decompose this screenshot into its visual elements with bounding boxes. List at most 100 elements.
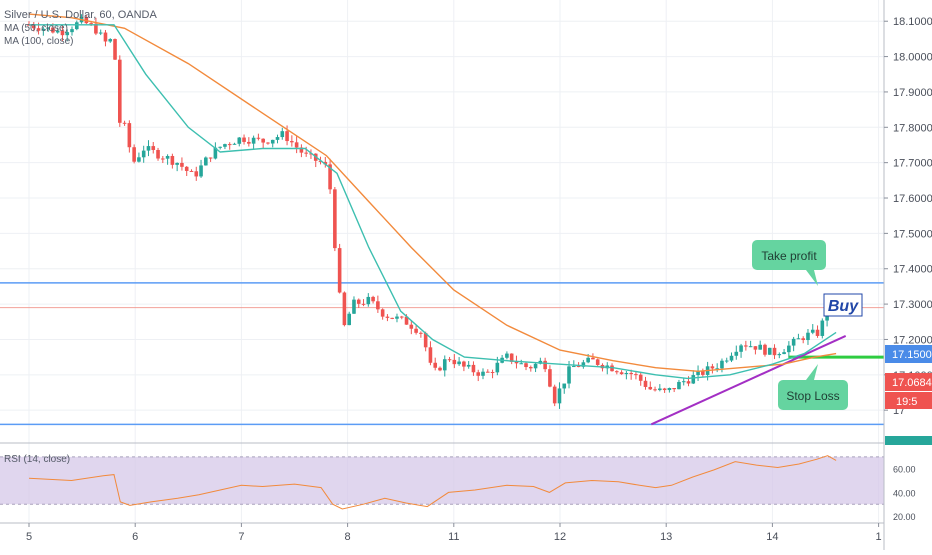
last-price-label: 17.0684	[892, 377, 932, 389]
candle-down	[208, 157, 213, 159]
price-tick-label: 18.1000	[893, 16, 932, 28]
candle-up	[218, 146, 222, 148]
candle-down	[380, 309, 385, 317]
rsi-legend[interactable]: RSI (14, close)	[4, 454, 70, 465]
candle-up	[715, 368, 719, 370]
candle-down	[180, 162, 184, 167]
candle-down	[447, 359, 452, 361]
candle-down	[476, 372, 481, 376]
price-tick-label: 18.0000	[893, 52, 932, 64]
ma-fast-legend[interactable]: MA (50, close)	[4, 23, 68, 34]
candle-down	[629, 372, 633, 375]
candle-up	[466, 364, 471, 367]
candle-down	[127, 123, 132, 148]
candle-down	[342, 292, 347, 326]
candle-down	[548, 369, 552, 387]
candle-up	[280, 131, 285, 138]
stop-loss-label: Stop Loss	[786, 389, 839, 403]
candle-down	[385, 316, 390, 318]
stop-loss-callout[interactable]	[778, 380, 848, 410]
candle-up	[739, 345, 743, 352]
rsi-line[interactable]	[28, 455, 837, 510]
candle-down	[653, 389, 657, 391]
candle-down	[328, 164, 332, 190]
candle-down	[323, 161, 328, 165]
countdown-label: 19:5	[896, 396, 917, 408]
price-axis[interactable]: 18.1000 18.0000 17.9000 17.8000 17.7000 17.60…	[884, 16, 932, 417]
candle-up	[366, 296, 371, 305]
time-tick-label: 14	[766, 531, 778, 543]
take-profit-callout[interactable]	[752, 240, 826, 270]
candle-up	[581, 362, 586, 367]
candle-down	[103, 32, 108, 42]
candle-up	[806, 332, 810, 341]
candle-up	[213, 147, 218, 159]
annotations: Take profit Stop Loss Buy	[752, 240, 863, 410]
candle-down	[452, 359, 457, 365]
candle-up	[557, 388, 562, 404]
candle-up	[777, 354, 782, 356]
candle-up	[175, 162, 179, 165]
price-tick-label: 17.9000	[893, 87, 932, 99]
candle-up	[820, 320, 825, 336]
candle-down	[304, 152, 308, 154]
candle-down	[132, 147, 136, 162]
candle-down	[638, 374, 643, 381]
stop-loss-pointer	[806, 364, 818, 380]
candle-down	[318, 160, 323, 162]
volume-badge	[885, 436, 932, 445]
candle-up	[533, 363, 538, 369]
candle-up	[275, 137, 280, 140]
candle-down	[672, 388, 676, 390]
candle-up	[787, 345, 791, 353]
candle-up	[199, 165, 203, 177]
candle-down	[376, 301, 380, 310]
candle-down	[189, 170, 194, 172]
candle-down	[414, 328, 418, 333]
ma-slow-legend[interactable]: MA (100, close)	[4, 36, 73, 47]
candle-up	[98, 32, 103, 34]
trendline[interactable]	[650, 335, 847, 426]
candle-down	[686, 381, 691, 384]
candle-up	[46, 27, 50, 29]
candle-up	[519, 363, 524, 365]
rsi-tick-label: 20.00	[893, 512, 916, 522]
candle-down	[462, 361, 466, 367]
candle-up	[237, 137, 242, 144]
candle-down	[543, 360, 547, 370]
ma-slow-line[interactable]	[28, 13, 837, 373]
candle-down	[615, 371, 619, 373]
candle-down	[337, 248, 342, 293]
price-tick-label: 17.2000	[893, 334, 932, 346]
candle-down	[610, 365, 614, 372]
candle-down	[31, 24, 36, 29]
candle-up	[681, 381, 686, 383]
candle-down	[433, 362, 438, 368]
time-tick-label: 5	[26, 531, 32, 543]
candle-down	[595, 359, 600, 365]
candle-down	[184, 166, 189, 171]
candle-down	[399, 316, 404, 318]
candle-down	[801, 338, 805, 341]
buy-box[interactable]	[823, 293, 863, 317]
candle-down	[390, 317, 395, 319]
candle-down	[404, 316, 409, 325]
candle-down	[242, 137, 246, 142]
candle-down	[763, 344, 767, 355]
candle-down	[471, 364, 476, 373]
candle-down	[815, 329, 820, 336]
candle-down	[261, 138, 265, 143]
candle-down	[247, 141, 251, 144]
buy-label: Buy	[828, 298, 859, 315]
time-axis[interactable]: 5 6 7 8 11 12 13 14 1	[26, 523, 882, 543]
candle-down	[194, 171, 199, 177]
candle-down	[514, 361, 519, 364]
rsi-pane	[0, 455, 884, 510]
candle-down	[648, 386, 653, 390]
ma-fast-line[interactable]	[29, 24, 837, 380]
candle-up	[667, 388, 672, 391]
candle-down	[409, 324, 414, 329]
take-profit-pointer	[806, 270, 818, 286]
time-tick-label: 6	[132, 531, 138, 543]
